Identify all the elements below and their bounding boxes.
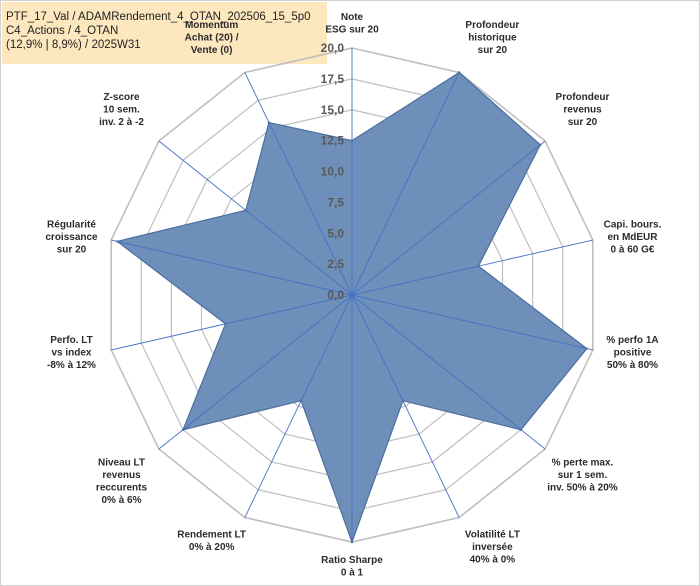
data-point-6 bbox=[401, 399, 405, 402]
axis-label-5: % perte max. sur 1 sem. inv. 50% à 20% bbox=[547, 457, 618, 493]
data-point-10 bbox=[224, 322, 227, 326]
tick-label-6: 15,0 bbox=[321, 103, 345, 117]
tick-label-1: 2,5 bbox=[327, 257, 344, 271]
data-point-5 bbox=[519, 428, 523, 431]
axis-label-3: Capi. bours. en MdEUR 0 à 60 G€ bbox=[604, 220, 662, 256]
portfolio-category: C4_Actions / 4_OTAN bbox=[6, 25, 119, 37]
axis-label-10: Perfo. LT vs index -8% à 12% bbox=[47, 335, 96, 371]
axis-spoke-5 bbox=[351, 294, 546, 450]
axis-spoke-6 bbox=[351, 294, 460, 518]
axis-label-6: Volatilité LT inversée 40% à 0% bbox=[465, 529, 520, 565]
data-point-7 bbox=[350, 540, 354, 544]
axis-label-7: Ratio Sharpe 0 à 1 bbox=[321, 555, 383, 579]
data-point-8 bbox=[299, 399, 303, 402]
data-point-3 bbox=[477, 264, 480, 268]
axis-label-4: % perfo 1A positive 50% à 80% bbox=[606, 335, 658, 371]
axis-label-13: Momentum Achat (20) / Vente (0) bbox=[185, 20, 239, 56]
axis-spoke-2 bbox=[351, 140, 546, 296]
data-point-12 bbox=[244, 209, 247, 212]
tick-label-0: 0,0 bbox=[327, 288, 344, 302]
axis-spoke-1 bbox=[351, 72, 460, 296]
portfolio-name: PTF_17_Val / ADAMRendement_4_OTAN_202506… bbox=[6, 11, 311, 23]
tick-label-7: 17,5 bbox=[321, 72, 345, 86]
data-point-4 bbox=[585, 347, 588, 350]
data-point-2 bbox=[539, 143, 542, 147]
axis-spoke-10 bbox=[111, 294, 353, 351]
portfolio-info-box: PTF_17_Val / ADAMRendement_4_OTAN_202506… bbox=[2, 2, 327, 64]
axis-spoke-8 bbox=[244, 294, 353, 518]
data-point-9 bbox=[181, 428, 185, 431]
tick-label-5: 12,5 bbox=[321, 134, 345, 148]
tick-label-8: 20,0 bbox=[321, 41, 345, 55]
axis-spoke-9 bbox=[158, 294, 353, 450]
axis-spoke-13 bbox=[244, 72, 353, 296]
axis-spoke-4 bbox=[351, 294, 593, 351]
axis-label-8: Rendement LT 0% à 20% bbox=[177, 529, 246, 553]
tick-label-4: 10,0 bbox=[321, 165, 345, 179]
axis-spoke-12 bbox=[158, 140, 353, 296]
data-point-1 bbox=[457, 71, 461, 74]
axis-label-2: Profondeur revenus sur 20 bbox=[556, 92, 610, 128]
axis-label-12: Z-score 10 sem. inv. 2 à -2 bbox=[99, 92, 144, 128]
axis-label-9: Niveau LT revenus reccurents 0% à 6% bbox=[96, 457, 148, 506]
axis-spoke-11 bbox=[111, 239, 353, 296]
tick-label-3: 7,5 bbox=[327, 195, 344, 209]
data-point-0 bbox=[350, 139, 354, 142]
axis-label-11: Régularité croissance sur 20 bbox=[45, 220, 98, 256]
axis-label-1: Profondeur historique sur 20 bbox=[465, 20, 519, 56]
tick-label-2: 5,0 bbox=[327, 226, 344, 240]
axis-label-0: Note ESG sur 20 bbox=[325, 12, 379, 36]
portfolio-stats: (12,9% | 8,9%) / 2025W31 bbox=[6, 39, 141, 51]
data-point-11 bbox=[116, 240, 119, 243]
axis-spoke-3 bbox=[351, 239, 593, 296]
data-point-13 bbox=[267, 121, 271, 124]
